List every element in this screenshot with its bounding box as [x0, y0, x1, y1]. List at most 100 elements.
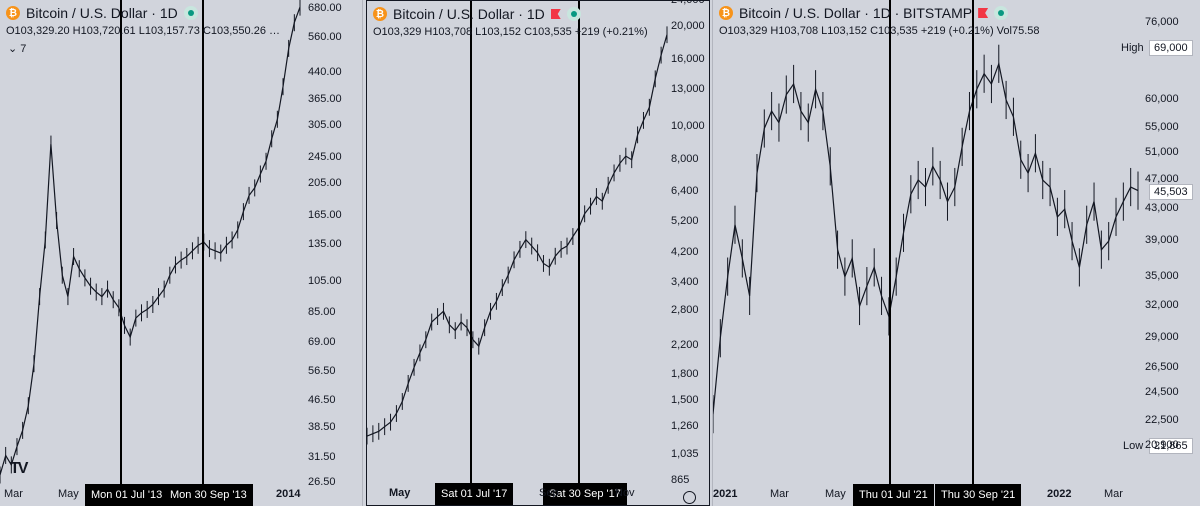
price-tick-label: 680.00	[308, 2, 342, 15]
price-tick-label: 22,500	[1145, 414, 1179, 427]
bitcoin-icon: ₿	[6, 6, 20, 20]
price-tick-label: 31.50	[308, 450, 336, 463]
price-series-line	[367, 34, 668, 437]
price-tick-label: 55,000	[1145, 121, 1179, 134]
time-tick-label: 2021	[713, 488, 738, 500]
price-tick-label: 26.50	[308, 476, 336, 488]
low-value-tag: 21,865	[1149, 438, 1193, 454]
price-tick-label: 26,500	[1145, 360, 1179, 373]
time-tick-label: 2014	[276, 488, 301, 500]
collapse-indicators-button[interactable]: ⌄ 7	[8, 43, 27, 55]
symbol-header[interactable]: ₿ Bitcoin / U.S. Dollar · 1D	[373, 6, 581, 22]
time-scale[interactable]: May Sep Nov	[367, 481, 709, 505]
price-tick-label: 560.00	[308, 30, 342, 43]
vertical-marker-date-label: Mon 30 Sep '13	[164, 484, 253, 506]
chart-panel-2017[interactable]: ₿ Bitcoin / U.S. Dollar · 1D O103,329 H1…	[366, 0, 710, 506]
price-tick-label: 440.00	[308, 65, 342, 78]
price-tick-label: 69.00	[308, 336, 336, 349]
price-tick-label: 13,000	[671, 82, 705, 95]
price-tick-label: 365.00	[308, 93, 342, 106]
price-tick-label: 24,000	[671, 0, 705, 6]
symbol-title[interactable]: Bitcoin / U.S. Dollar · 1D	[26, 5, 178, 21]
price-tick-label: 1,800	[671, 368, 699, 381]
flag-icon[interactable]	[550, 9, 561, 19]
price-tick-label: 85.00	[308, 305, 336, 318]
price-tick-label: 56.50	[308, 365, 336, 378]
price-series-line	[0, 6, 301, 476]
price-tick-label: 43,000	[1145, 202, 1179, 215]
time-tick-label: Mar	[1104, 488, 1123, 500]
price-tick-label: 35,000	[1145, 269, 1179, 282]
price-tick-label: 3,400	[671, 276, 699, 289]
price-tick-label: 135.00	[308, 238, 342, 251]
market-status-icon[interactable]	[566, 7, 581, 21]
price-tick-label: 38.50	[308, 421, 336, 434]
flag-icon[interactable]	[978, 8, 989, 18]
vertical-marker-date-label: Sat 01 Jul '17	[435, 483, 514, 505]
price-tick-label: 6,400	[671, 184, 699, 197]
price-tick-label: 8,000	[671, 152, 699, 165]
panel-divider	[712, 0, 713, 506]
price-tick-label: 5,200	[671, 214, 699, 227]
symbol-title[interactable]: Bitcoin / U.S. Dollar · 1D	[393, 6, 545, 22]
price-tick-label: 51,000	[1145, 146, 1179, 159]
price-tick-label: 39,000	[1145, 234, 1179, 247]
low-label: Low	[1123, 440, 1144, 452]
price-tick-label: 24,500	[1145, 386, 1179, 399]
symbol-header[interactable]: ₿ Bitcoin / U.S. Dollar · 1D · BITSTAMP	[719, 5, 1009, 21]
price-tick-label: 29,000	[1145, 331, 1179, 344]
price-chart-svg[interactable]	[367, 1, 710, 506]
last-price-tag: 45,503	[1149, 184, 1193, 200]
price-tick-label: 865	[671, 474, 690, 486]
symbol-title[interactable]: Bitcoin / U.S. Dollar · 1D · BITSTAMP	[739, 5, 973, 21]
time-tick-label: May	[825, 488, 846, 500]
price-tick-label: 245.00	[308, 151, 342, 164]
ohlc-legend: O103,329.20 H103,720.61 L103,157.73 C103…	[6, 25, 281, 37]
price-tick-label: 47,000	[1145, 173, 1179, 185]
chart-panel-2013[interactable]: ₿ Bitcoin / U.S. Dollar · 1D O103,329.20…	[0, 0, 362, 506]
symbol-header[interactable]: ₿ Bitcoin / U.S. Dollar · 1D	[6, 5, 198, 21]
price-tick-label: 16,000	[671, 52, 705, 65]
ohlc-legend: O103,329 H103,708 L103,152 C103,535 +219…	[719, 25, 1040, 37]
price-tick-label: 1,035	[671, 448, 699, 461]
price-tick-label: 165.00	[308, 208, 342, 221]
price-tick-label: 60,000	[1145, 92, 1179, 105]
price-tick-label: 105.00	[308, 274, 342, 287]
price-tick-label: 305.00	[308, 119, 342, 132]
ohlc-legend: O103,329 H103,708 L103,152 C103,535 +219…	[373, 26, 648, 38]
vertical-marker-date-label: Thu 30 Sep '21	[935, 484, 1022, 506]
vertical-marker-date-label: Sat 30 Sep '17	[543, 483, 627, 505]
chart-panel-2021[interactable]: ₿ Bitcoin / U.S. Dollar · 1D · BITSTAMP …	[713, 0, 1200, 506]
time-scale[interactable]: 2021 Mar May 2022 Mar	[713, 482, 1200, 506]
price-tick-label: 20,900	[1145, 438, 1179, 451]
price-tick-label: 32,000	[1145, 298, 1179, 311]
price-tick-label: 76,000	[1145, 15, 1179, 28]
vertical-marker-date-label: Mon 01 Jul '13	[85, 484, 169, 506]
price-tick-label: 2,800	[671, 304, 699, 317]
time-tick-label: 2022	[1047, 488, 1072, 500]
bitcoin-icon: ₿	[373, 7, 387, 21]
price-series-line	[713, 61, 1139, 415]
price-chart-svg[interactable]	[713, 0, 1200, 506]
volume-value: Vol75.58	[996, 25, 1040, 37]
price-tick-label: 20,000	[671, 20, 705, 33]
price-tick-label: 205.00	[308, 177, 342, 190]
ohlc-values: O103,329 H103,708 L103,152 C103,535 +219…	[719, 25, 994, 37]
time-tick-label: May	[389, 487, 411, 499]
tradingview-logo[interactable]: TV	[10, 460, 29, 477]
price-tick-label: 46.50	[308, 393, 336, 406]
price-tick-label: 2,200	[671, 339, 699, 352]
bitcoin-icon: ₿	[719, 6, 733, 20]
market-status-icon[interactable]	[994, 6, 1009, 20]
panel-divider	[362, 0, 363, 506]
price-chart-svg[interactable]	[0, 0, 362, 506]
time-tick-label: Nov	[615, 487, 635, 499]
time-scale[interactable]: Mar May 2014	[0, 482, 362, 506]
price-tick-label: 1,260	[671, 419, 699, 432]
time-tick-label: May	[58, 488, 79, 500]
market-status-icon[interactable]	[183, 6, 198, 20]
time-tick-label: Mar	[770, 488, 789, 500]
settings-gear-icon[interactable]	[683, 491, 696, 504]
price-tick-label: 1,500	[671, 394, 699, 407]
price-tick-label: 4,200	[671, 245, 699, 258]
